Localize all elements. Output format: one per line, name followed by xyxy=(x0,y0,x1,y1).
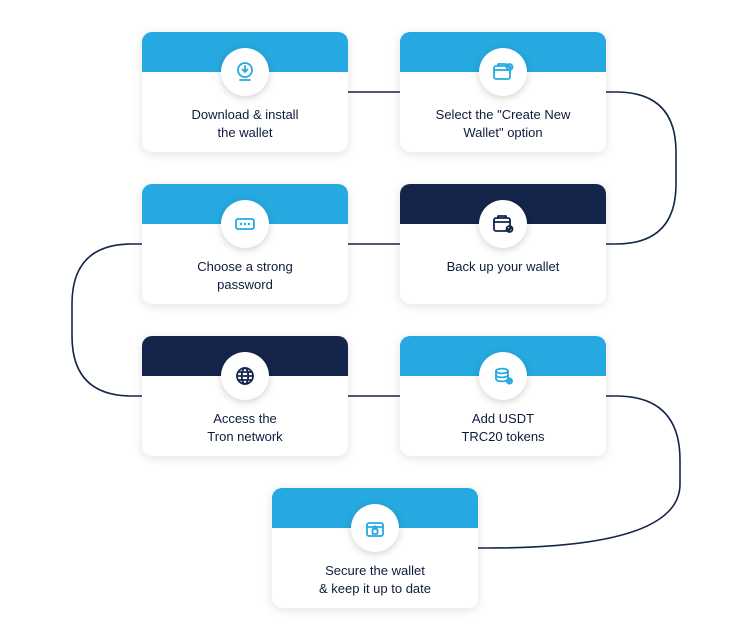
step-card-step5: Access theTron network xyxy=(142,336,348,456)
coins-icon xyxy=(479,352,527,400)
globe-icon xyxy=(221,352,269,400)
card-header xyxy=(400,32,606,72)
step-card-step7: Secure the wallet& keep it up to date xyxy=(272,488,478,608)
flowchart-canvas: Download & installthe wallet Select the "… xyxy=(0,0,750,633)
card-label: Add USDTTRC20 tokens xyxy=(412,410,594,445)
step-card-step1: Download & installthe wallet xyxy=(142,32,348,152)
step-card-step3: Choose a strongpassword xyxy=(142,184,348,304)
card-header xyxy=(142,32,348,72)
lock-wallet-icon xyxy=(351,504,399,552)
card-header xyxy=(400,336,606,376)
card-label: Access theTron network xyxy=(154,410,336,445)
step-card-step4: Back up your wallet xyxy=(400,184,606,304)
card-label: Select the "Create NewWallet" option xyxy=(412,106,594,141)
card-label: Choose a strongpassword xyxy=(154,258,336,293)
password-icon xyxy=(221,200,269,248)
card-header xyxy=(400,184,606,224)
step-card-step2: Select the "Create NewWallet" option xyxy=(400,32,606,152)
card-label: Back up your wallet xyxy=(412,258,594,276)
download-icon xyxy=(221,48,269,96)
wallet-plus-icon xyxy=(479,48,527,96)
card-label: Download & installthe wallet xyxy=(154,106,336,141)
step-card-step6: Add USDTTRC20 tokens xyxy=(400,336,606,456)
card-header xyxy=(142,336,348,376)
card-label: Secure the wallet& keep it up to date xyxy=(284,562,466,597)
card-header xyxy=(272,488,478,528)
wallet-check-icon xyxy=(479,200,527,248)
card-header xyxy=(142,184,348,224)
